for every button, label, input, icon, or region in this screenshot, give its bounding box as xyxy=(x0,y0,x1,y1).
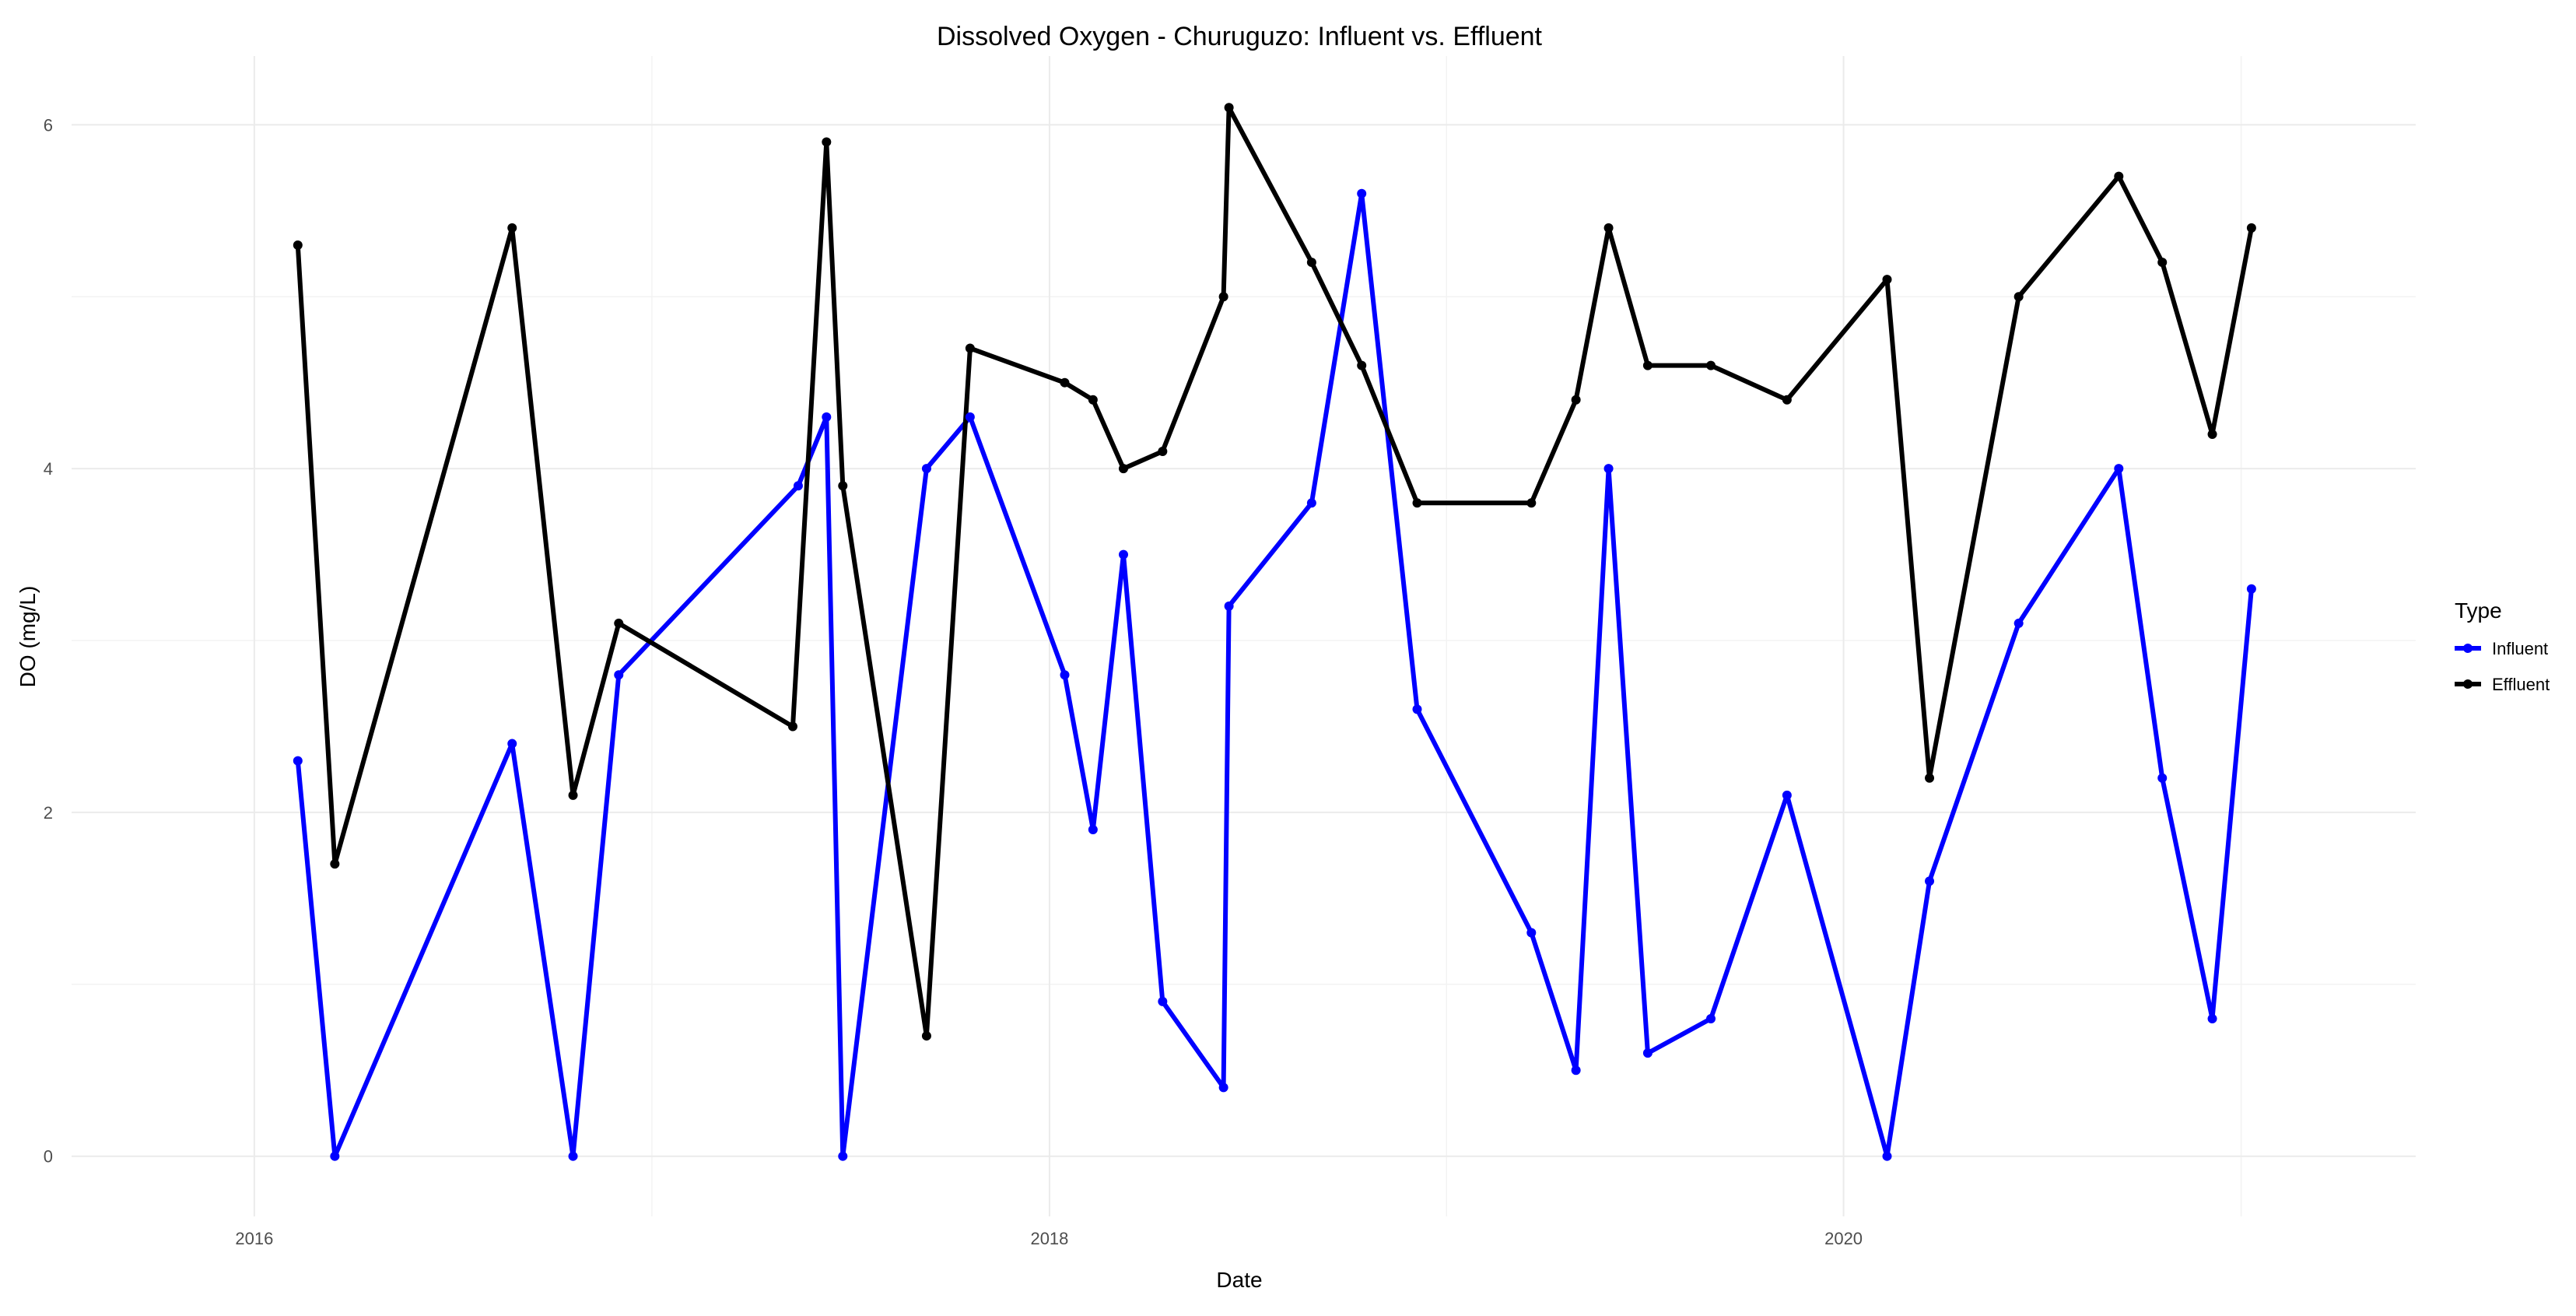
data-point-effluent xyxy=(1060,377,1070,388)
data-point-effluent xyxy=(2013,292,2024,302)
data-point-effluent xyxy=(921,1031,931,1041)
y-tick-label: 0 xyxy=(44,1147,53,1167)
major-gridlines xyxy=(72,56,2416,1216)
data-point-effluent xyxy=(1782,395,1792,405)
data-point-influent xyxy=(1526,928,1537,938)
data-point-influent xyxy=(1224,601,1234,611)
data-point-effluent xyxy=(1224,103,1234,113)
data-point-influent xyxy=(1158,996,1168,1006)
data-point-effluent xyxy=(2157,258,2168,268)
data-point-influent xyxy=(568,1151,578,1161)
data-point-influent xyxy=(2246,584,2256,594)
data-point-influent xyxy=(1412,704,1422,714)
data-point-effluent xyxy=(838,481,848,491)
data-point-influent xyxy=(822,412,832,422)
x-axis-ticks: 2016 2018 2020 xyxy=(235,1229,1863,1248)
data-point-effluent xyxy=(965,343,975,353)
legend-swatch-point xyxy=(2463,679,2473,689)
series-lines xyxy=(295,105,2254,1159)
x-tick-label: 2020 xyxy=(1824,1229,1863,1248)
data-point-influent xyxy=(2013,618,2024,628)
minor-gridlines xyxy=(72,56,2416,1216)
legend-label-influent: Influent xyxy=(2492,639,2548,658)
data-point-effluent xyxy=(330,859,340,869)
data-point-effluent xyxy=(1526,498,1537,508)
x-axis-title: Date xyxy=(1216,1268,1262,1292)
y-tick-label: 6 xyxy=(44,115,53,135)
data-point-influent xyxy=(1882,1151,1892,1161)
data-point-influent xyxy=(2114,464,2124,474)
data-point-influent xyxy=(1603,464,1614,474)
data-point-influent xyxy=(1119,549,1129,560)
data-point-influent xyxy=(1357,188,1367,198)
data-point-influent xyxy=(1060,670,1070,680)
data-point-effluent xyxy=(1412,498,1422,508)
data-point-effluent xyxy=(1119,464,1129,474)
legend-key-effluent: Effluent xyxy=(2455,675,2550,694)
data-point-influent xyxy=(1706,1013,1716,1023)
data-point-effluent xyxy=(1306,258,1316,268)
data-point-effluent xyxy=(2114,171,2124,181)
data-point-effluent xyxy=(293,240,303,250)
legend-swatch-point xyxy=(2463,644,2473,653)
data-point-influent xyxy=(293,756,303,766)
data-point-effluent xyxy=(1603,223,1614,233)
data-point-influent xyxy=(1088,825,1098,834)
legend-key-influent: Influent xyxy=(2455,639,2548,658)
data-point-effluent xyxy=(1925,773,1935,783)
data-point-effluent xyxy=(1218,292,1228,302)
data-point-effluent xyxy=(507,223,517,233)
data-point-influent xyxy=(1782,790,1792,800)
data-point-effluent xyxy=(1088,395,1098,405)
legend: Type Influent Effluent xyxy=(2455,598,2550,694)
data-point-effluent xyxy=(1882,275,1892,285)
data-point-influent xyxy=(2207,1013,2217,1023)
data-point-influent xyxy=(1218,1083,1228,1093)
legend-label-effluent: Effluent xyxy=(2492,675,2550,694)
y-tick-label: 2 xyxy=(44,803,53,823)
data-point-influent xyxy=(1306,498,1316,508)
data-point-effluent xyxy=(1571,395,1581,405)
data-point-effluent xyxy=(822,137,832,147)
legend-items: Influent Effluent xyxy=(2455,639,2550,694)
data-point-influent xyxy=(2157,773,2168,783)
data-point-effluent xyxy=(568,790,578,800)
y-axis-ticks: 0 2 4 6 xyxy=(44,115,53,1166)
series-line-influent xyxy=(295,191,2254,1159)
data-point-effluent xyxy=(1158,447,1168,457)
data-point-effluent xyxy=(2246,223,2256,233)
legend-title: Type xyxy=(2455,598,2502,623)
data-point-influent xyxy=(1642,1048,1652,1058)
data-point-effluent xyxy=(787,721,797,732)
y-axis-title: DO (mg/L) xyxy=(16,586,40,688)
chart-title: Dissolved Oxygen - Churuguzo: Influent v… xyxy=(937,22,1543,51)
y-tick-label: 4 xyxy=(44,459,53,479)
data-point-effluent xyxy=(1642,360,1652,370)
data-point-influent xyxy=(838,1151,848,1161)
series-points xyxy=(293,103,2256,1161)
data-point-influent xyxy=(330,1151,340,1161)
data-point-effluent xyxy=(1706,360,1716,370)
x-tick-label: 2016 xyxy=(235,1229,273,1248)
data-point-influent xyxy=(793,481,803,491)
x-tick-label: 2018 xyxy=(1030,1229,1068,1248)
series-line-effluent xyxy=(295,105,2254,1039)
data-point-influent xyxy=(507,739,517,749)
data-point-effluent xyxy=(614,618,624,628)
data-point-influent xyxy=(1571,1065,1581,1076)
data-point-influent xyxy=(965,412,975,422)
data-point-influent xyxy=(614,670,624,680)
data-point-influent xyxy=(1925,876,1935,886)
data-point-effluent xyxy=(2207,429,2217,439)
data-point-influent xyxy=(921,464,931,474)
data-point-effluent xyxy=(1357,360,1367,370)
